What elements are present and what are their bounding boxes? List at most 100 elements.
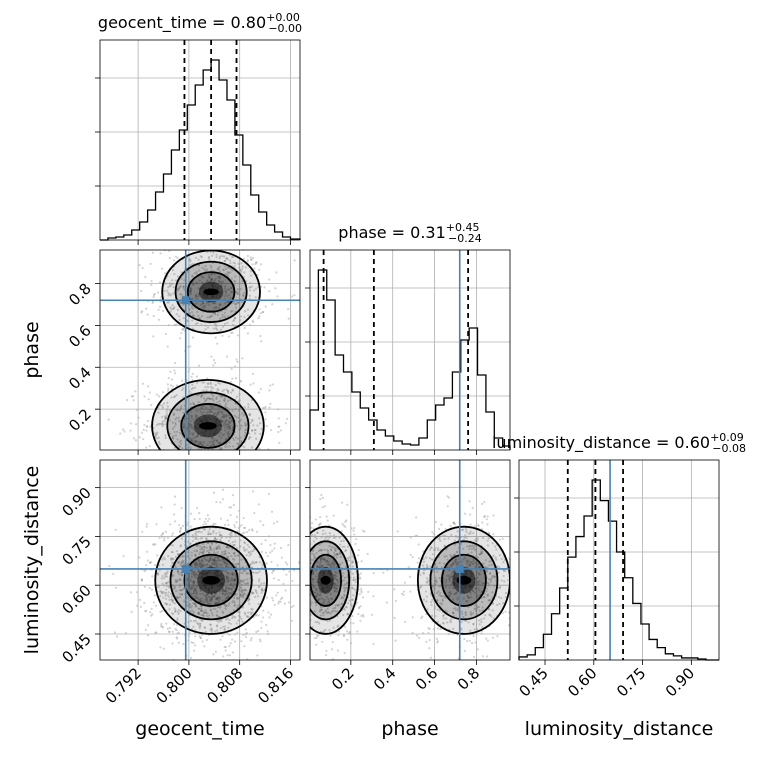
sample-point [160, 506, 163, 509]
sample-point [195, 375, 198, 378]
sample-point [176, 467, 178, 469]
sample-point [452, 611, 455, 615]
sample-point [307, 593, 309, 595]
sample-point [211, 558, 215, 561]
sample-point [314, 595, 317, 598]
sample-point [441, 598, 444, 601]
sample-point [217, 546, 220, 549]
sample-point [422, 571, 425, 574]
sample-point [195, 381, 199, 384]
sample-point [204, 630, 207, 634]
sample-point [206, 593, 209, 596]
sample-point [277, 578, 280, 582]
sample-point [212, 399, 215, 402]
sample-point [215, 328, 219, 331]
sample-point [191, 539, 194, 543]
sample-point [314, 575, 318, 578]
sample-point [496, 603, 499, 607]
sample-point [230, 290, 233, 293]
sample-point [526, 564, 528, 566]
sample-point [335, 571, 338, 575]
sample-point [493, 545, 497, 548]
sample-point [224, 472, 226, 474]
sample-point [319, 610, 322, 613]
sample-point [334, 583, 337, 586]
sample-point [243, 592, 247, 596]
sample-point [280, 589, 282, 591]
sample-point [217, 389, 220, 392]
sample-point [194, 561, 198, 564]
sample-point [235, 290, 238, 294]
sample-point [247, 599, 250, 602]
sample-point [191, 274, 194, 277]
sample-point [488, 572, 491, 575]
sample-point [264, 245, 266, 247]
sample-point [312, 572, 315, 575]
sample-point [222, 325, 225, 328]
sample-point [312, 581, 315, 584]
sample-point [306, 587, 308, 589]
sample-point [226, 546, 229, 549]
sample-point [299, 663, 301, 665]
sample-point [240, 591, 243, 594]
sample-point [333, 576, 336, 580]
sample-point [218, 270, 221, 273]
sample-point [178, 578, 182, 581]
sample-point [245, 572, 248, 576]
x-tick-label-phase: 0.8 [454, 664, 484, 694]
sample-point [323, 505, 327, 508]
sample-point [195, 573, 199, 576]
sample-point [316, 564, 319, 568]
sample-point [189, 448, 192, 450]
sample-point [271, 303, 274, 306]
sample-point [161, 424, 164, 428]
sample-point [221, 488, 225, 491]
sample-point [200, 607, 203, 610]
sample-point [193, 576, 197, 579]
sample-point [304, 612, 306, 614]
density-peak [456, 575, 472, 585]
sample-point [230, 578, 233, 581]
sample-point [254, 595, 257, 598]
sample-point [449, 619, 452, 622]
sample-point [172, 307, 175, 311]
sample-point [247, 403, 250, 406]
sample-point [176, 450, 178, 452]
sample-point [481, 582, 484, 585]
sample-point [219, 432, 223, 435]
sample-point [156, 571, 159, 575]
sample-point [507, 624, 510, 627]
sample-point [226, 576, 229, 579]
sample-point [244, 266, 247, 269]
sample-point [165, 571, 168, 574]
sample-point [201, 444, 204, 447]
sample-point [394, 599, 397, 602]
sample-point [179, 528, 182, 531]
sample-point [469, 532, 472, 535]
sample-point [353, 578, 356, 582]
sample-point [201, 394, 204, 397]
sample-point [353, 526, 356, 530]
sample-point [217, 268, 221, 271]
sample-point [168, 608, 171, 611]
sample-point [237, 301, 240, 304]
sample-point [155, 433, 158, 436]
sample-point [271, 596, 274, 600]
sample-point [283, 543, 285, 545]
sample-point [228, 587, 231, 590]
sample-point [215, 253, 218, 256]
sample-point [204, 626, 207, 630]
sample-point [453, 553, 456, 556]
sample-point [438, 527, 441, 530]
sample-point [493, 576, 496, 579]
panel-frame [99, 249, 301, 451]
sample-point [354, 580, 357, 583]
sample-point [192, 314, 195, 317]
sample-point [358, 593, 361, 596]
sample-point [315, 604, 318, 607]
sample-point [481, 536, 485, 540]
sample-point [179, 545, 182, 548]
sample-point [174, 578, 177, 582]
sample-point [189, 578, 192, 581]
sample-point [225, 586, 229, 589]
